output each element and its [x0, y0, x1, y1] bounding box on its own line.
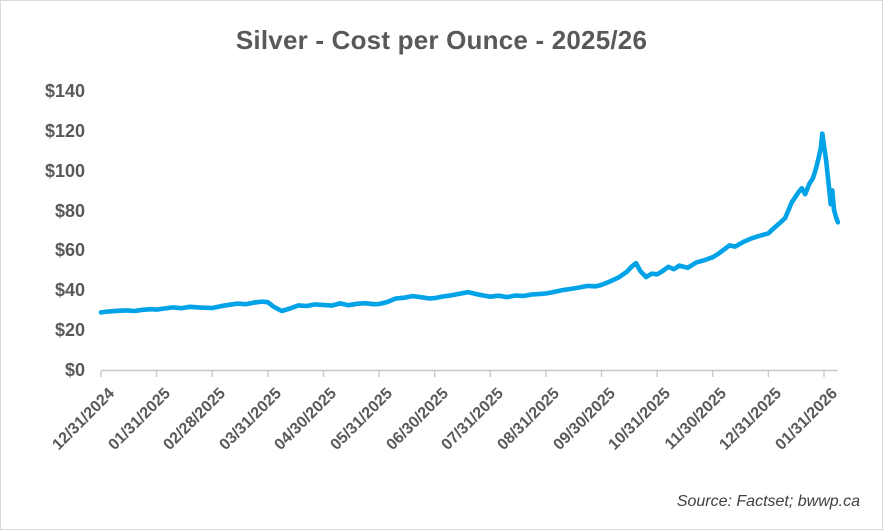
y-axis-tick-label: $80 [54, 200, 85, 221]
y-axis-tick-label: $100 [44, 160, 85, 181]
y-axis-tick-label: $140 [44, 81, 85, 101]
y-axis-tick-label: $60 [54, 240, 85, 261]
y-axis-tick-label: $20 [54, 320, 85, 341]
y-axis-tick-label: $40 [54, 280, 85, 301]
source-note: Source: Factset; bwwp.ca [676, 493, 860, 510]
chart-title: Silver - Cost per Ounce - 2025/26 [235, 25, 648, 55]
y-axis-tick-label: $0 [64, 360, 85, 380]
y-axis-tick-label: $120 [44, 120, 85, 141]
price-line [98, 131, 841, 315]
